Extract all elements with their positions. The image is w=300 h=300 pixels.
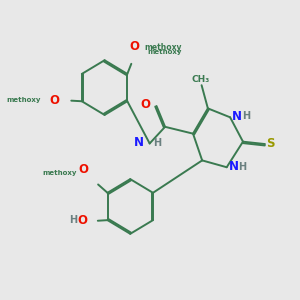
Text: N: N (229, 160, 239, 173)
Text: H: H (242, 111, 250, 122)
Text: S: S (266, 137, 275, 150)
Text: N: N (134, 136, 143, 149)
Text: O: O (77, 214, 87, 226)
Text: O: O (130, 40, 140, 53)
Text: O: O (79, 163, 89, 176)
Text: N: N (232, 110, 242, 123)
Text: methoxy: methoxy (148, 49, 182, 55)
Text: O: O (50, 94, 60, 106)
Text: H: H (153, 138, 161, 148)
Text: CH₃: CH₃ (191, 75, 209, 84)
Text: O: O (141, 98, 151, 111)
Text: H: H (238, 162, 247, 172)
Text: methoxy: methoxy (42, 169, 77, 175)
Text: H: H (69, 215, 77, 225)
Text: methoxy: methoxy (7, 97, 41, 103)
Text: methoxy: methoxy (144, 43, 182, 52)
